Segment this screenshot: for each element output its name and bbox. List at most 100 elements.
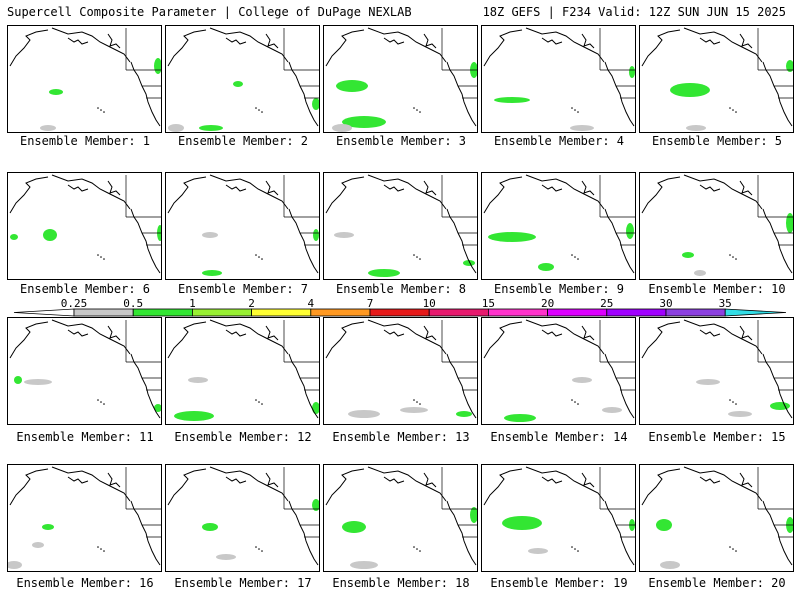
island-marker: [413, 546, 415, 548]
coastline: [525, 319, 605, 355]
colorbar-segment: [487, 308, 548, 317]
coastline: [9, 176, 49, 214]
coastline: [107, 325, 121, 341]
colorbar-tick-label: 2: [248, 297, 255, 310]
island-marker: [571, 107, 573, 109]
island-marker: [419, 258, 421, 260]
coastline: [641, 468, 681, 506]
coastline: [739, 180, 753, 196]
coastline: [604, 500, 635, 566]
island-marker: [261, 403, 263, 405]
ensemble-map-panel: [481, 317, 636, 425]
island-marker: [732, 401, 734, 403]
parameter-shading: [202, 232, 218, 238]
parameter-shading: [312, 499, 319, 511]
coastline: [107, 180, 121, 196]
island-marker: [416, 401, 418, 403]
parameter-shading: [786, 60, 793, 72]
parameter-shading: [336, 80, 368, 92]
parameter-shading: [342, 116, 386, 128]
parameter-shading: [682, 252, 694, 258]
ensemble-map-panel: [639, 172, 794, 280]
coastline: [288, 208, 319, 274]
island-marker: [258, 109, 260, 111]
ensemble-member-label: Ensemble Member: 12: [174, 430, 312, 444]
map-image: [483, 174, 635, 274]
coastline: [288, 61, 319, 127]
ensemble-member-label: Ensemble Member: 13: [332, 430, 470, 444]
map-image: [483, 466, 635, 566]
coastline: [51, 319, 131, 355]
map-image: [325, 27, 477, 132]
colorbar-tick-label: 0.25: [60, 297, 88, 310]
coastline: [604, 353, 635, 419]
coastline: [541, 476, 563, 484]
island-marker: [258, 401, 260, 403]
ensemble-map-panel: [639, 25, 794, 133]
coastline: [130, 500, 161, 566]
island-marker: [416, 256, 418, 258]
map-image: [9, 319, 161, 419]
coastline: [641, 176, 681, 214]
ensemble-map-panel: [7, 172, 162, 280]
island-marker: [577, 111, 579, 113]
map-image: [9, 174, 161, 274]
coastline: [762, 61, 793, 127]
island-marker: [574, 548, 576, 550]
coastline: [525, 466, 605, 502]
colorbar-tick-label: 1: [189, 297, 196, 310]
parameter-shading: [660, 561, 680, 569]
coastline: [9, 321, 49, 359]
colorbar-tick-label: 10: [422, 297, 436, 310]
parameter-shading: [174, 411, 214, 421]
coastline: [683, 174, 763, 210]
island-marker: [574, 109, 576, 111]
coastline: [265, 33, 279, 49]
colorbar-segment: [547, 308, 608, 317]
coastline: [683, 319, 763, 355]
map-image: [325, 174, 477, 277]
coastline: [683, 27, 763, 63]
coastline: [604, 61, 635, 127]
parameter-shading: [629, 66, 635, 78]
coastline: [525, 27, 605, 63]
coastline: [581, 472, 595, 488]
island-marker: [419, 403, 421, 405]
ensemble-map-panel: [481, 172, 636, 280]
ensemble-map-panel: [323, 172, 478, 280]
island-marker: [571, 254, 573, 256]
parameter-shading: [602, 407, 622, 413]
coastline: [423, 472, 437, 488]
parameter-shading: [233, 81, 243, 87]
colorbar-high-arrow: [724, 308, 787, 317]
parameter-shading: [154, 404, 161, 412]
island-marker: [261, 111, 263, 113]
island-marker: [97, 399, 99, 401]
parameter-shading: [694, 270, 706, 276]
parameter-shading: [334, 232, 354, 238]
coastline: [581, 33, 595, 49]
coastline: [167, 468, 207, 506]
parameter-shading: [42, 524, 54, 530]
colorbar-tick-label: 4: [307, 297, 315, 310]
coastline: [325, 321, 365, 359]
ensemble-member-label: Ensemble Member: 10: [648, 282, 786, 296]
ensemble-member-label: Ensemble Member: 8: [335, 282, 467, 296]
coastline: [325, 29, 365, 67]
island-marker: [732, 109, 734, 111]
parameter-shading: [502, 516, 542, 530]
parameter-shading: [504, 414, 536, 422]
island-marker: [571, 546, 573, 548]
island-marker: [103, 403, 105, 405]
parameter-shading: [696, 379, 720, 385]
island-marker: [729, 107, 731, 109]
coastline: [9, 29, 49, 67]
ensemble-member-label: Ensemble Member: 3: [335, 134, 467, 148]
parameter-shading: [686, 125, 706, 131]
coastline: [67, 476, 89, 484]
ensemble-member-label: Ensemble Member: 20: [648, 576, 786, 590]
coastline: [446, 61, 477, 127]
coastline: [265, 180, 279, 196]
island-marker: [413, 107, 415, 109]
coastline: [446, 500, 477, 566]
